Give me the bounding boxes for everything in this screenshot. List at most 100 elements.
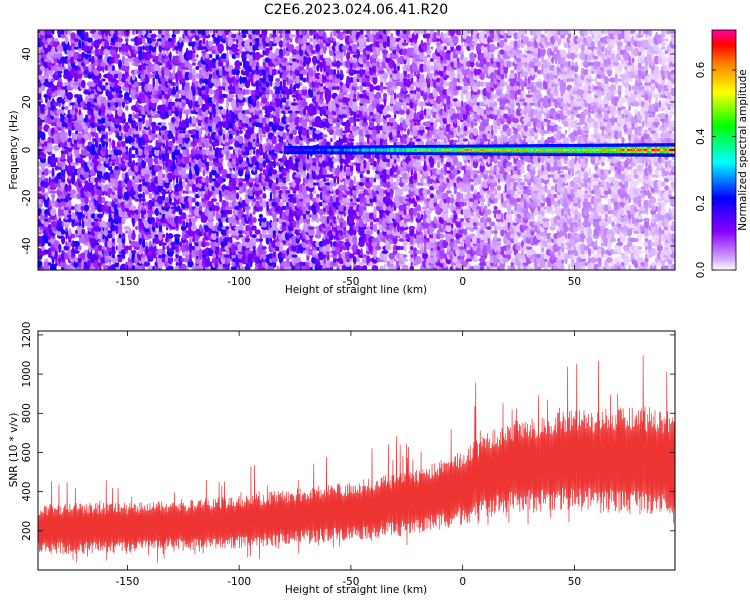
spectrogram-cell: [61, 166, 65, 170]
spectrogram-cell: [356, 86, 361, 90]
spectrogram-cell: [211, 58, 217, 62]
spectrogram-cell: [124, 136, 129, 144]
spectrogram-cell: [155, 139, 159, 149]
spectrogram-cell: [74, 257, 79, 263]
spectrogram-cell: [73, 82, 80, 86]
spectrogram-cell: [282, 94, 286, 98]
spectrogram-cell: [76, 123, 84, 133]
spectrogram-cell: [43, 59, 50, 69]
spectrogram-cell: [142, 30, 145, 37]
spectrogram-cell: [137, 117, 143, 123]
spectrogram-cell: [44, 78, 49, 82]
spectrogram-cell: [237, 209, 244, 215]
spectrogram-cell: [150, 33, 157, 39]
spectrogram-cell: [97, 244, 103, 252]
spectrogram-cell: [51, 196, 55, 204]
spectrogram-cell: [222, 108, 226, 116]
spectrogram-cell: [91, 90, 95, 94]
spectrogram-cell: [96, 213, 104, 219]
spectrogram-cell: [284, 30, 291, 34]
spectrogram-cell: [182, 190, 186, 194]
spectrogram-cell: [199, 224, 203, 232]
spectrogram-cell: [100, 114, 107, 118]
spectrogram-cell: [105, 86, 108, 90]
spectrogram-cell: [393, 63, 397, 73]
spectrogram-cell: [372, 224, 378, 232]
spectrogram-cell: [73, 240, 80, 248]
spectrogram-cell: [115, 155, 119, 165]
spectrogram-cell: [101, 78, 106, 82]
spectrogram-cell: [44, 179, 49, 189]
spectrogram-cell: [241, 33, 247, 39]
spectrogram-cell: [326, 178, 330, 182]
spectrogram-cell: [112, 117, 115, 123]
spectrogram-cell: [256, 132, 259, 140]
spectrogram-cell: [118, 100, 122, 108]
spectrogram-cell: [101, 41, 105, 47]
spectrogram-cell: [83, 131, 90, 141]
spectrogram-cell: [232, 38, 236, 42]
spectrogram-cell: [84, 52, 89, 60]
spectrogram-cell: [101, 220, 106, 228]
spectrogram-cell: [108, 157, 112, 163]
spectrogram-cell: [97, 195, 103, 205]
spectrogram-cell: [93, 224, 100, 232]
spectrogram-cell: [71, 233, 76, 239]
spectrogram-cell: [65, 240, 68, 248]
spectrogram-cell: [105, 225, 108, 231]
spectrogram-cell: [226, 200, 229, 208]
spectrogram-cell: [110, 158, 117, 162]
spectrogram-cell: [406, 128, 411, 136]
spectrogram-cell: [102, 254, 105, 258]
spectrogram-cell: [142, 45, 146, 51]
spectrogram-cell: [124, 91, 130, 101]
spectrogram-cell: [41, 207, 45, 217]
spectrogram-cell: [191, 62, 197, 66]
spectrogram-cell: [47, 170, 52, 174]
spectrogram-cell: [366, 169, 371, 175]
spectrogram-cell: [112, 212, 115, 220]
spectrogram-cell: [336, 85, 340, 91]
spectrogram-cell: [125, 159, 129, 169]
spectrogram-cell: [386, 121, 390, 127]
spectrogram-cell: [128, 228, 132, 236]
spectrogram-cell: [101, 144, 106, 152]
spectrogram-cell: [363, 159, 367, 169]
spectrogram-cell: [199, 68, 203, 76]
spectrogram-cell: [96, 203, 104, 213]
spectrogram-cell: [255, 148, 260, 156]
spectrogram-cell: [262, 217, 267, 223]
spectrogram-cell: [262, 246, 267, 250]
spectrogram-cell: [77, 53, 83, 59]
spectrogram-cell: [174, 30, 181, 34]
spectrogram-cell: [51, 167, 55, 177]
spectrogram-cell: [115, 192, 119, 200]
spectrogram-cell: [108, 149, 112, 155]
spectrogram-cell: [383, 263, 387, 270]
spectrogram-cell: [191, 68, 196, 76]
spectrogram-cell: [117, 257, 123, 263]
spectrogram-cell: [275, 173, 280, 179]
spectrogram-cell: [111, 237, 116, 243]
spectrogram-cell: [90, 86, 97, 90]
spectrogram-cell: [53, 240, 60, 248]
spectrogram-cell: [40, 248, 46, 256]
spectrogram-cell: [118, 124, 122, 132]
spectrogram-cell: [64, 106, 69, 110]
spectrogram-cell: [98, 73, 102, 79]
spectrogram-cell: [60, 151, 66, 161]
spectrogram-cell: [86, 182, 94, 186]
spectrogram-cell: [44, 177, 49, 183]
spectrogram-cell: [121, 179, 126, 189]
spectrogram-cell: [152, 217, 156, 223]
spectrogram-cell: [227, 93, 235, 99]
spectrogram-cell: [98, 108, 102, 116]
spectrogram-cell: [225, 226, 230, 230]
spectrogram-cell: [322, 177, 327, 183]
spectrogram-cell: [148, 193, 153, 199]
spectrogram-cell: [359, 126, 364, 130]
spectrogram-cell: [55, 216, 58, 224]
spectrogram-cell: [124, 245, 130, 251]
